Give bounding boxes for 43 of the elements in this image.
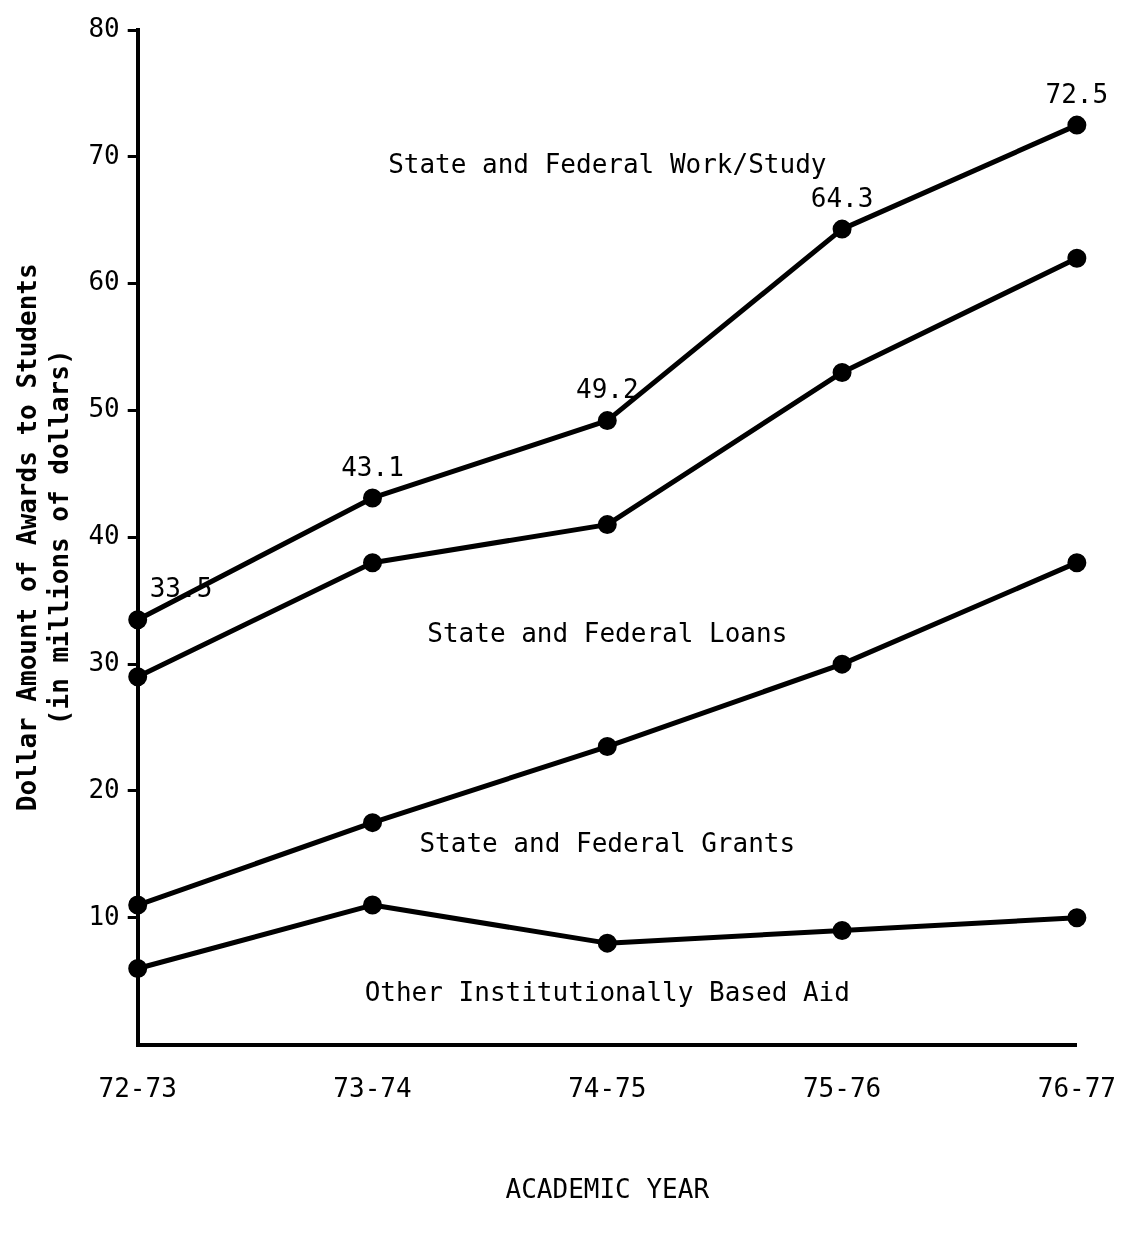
annotation: Other Institutionally Based Aid — [364, 976, 850, 1007]
point — [1067, 115, 1087, 135]
x-tick-label: 73-74 — [333, 1072, 412, 1103]
annotation: State and Federal Work/Study — [388, 149, 827, 180]
point — [1067, 908, 1087, 928]
point — [1067, 553, 1087, 573]
point — [832, 219, 852, 239]
point — [832, 920, 852, 940]
point — [363, 488, 382, 508]
point — [128, 667, 148, 687]
y-tick-label: 80 — [88, 12, 120, 43]
point — [128, 610, 148, 630]
y-tick-label: 50 — [88, 393, 120, 424]
point — [832, 362, 852, 382]
point — [597, 737, 617, 757]
point — [363, 553, 382, 573]
x-tick-label: 76-77 — [1037, 1072, 1117, 1103]
y-tick-label: 30 — [88, 646, 120, 677]
point — [832, 654, 852, 674]
point — [1067, 248, 1087, 268]
point — [597, 515, 617, 535]
point — [597, 933, 617, 953]
point — [597, 411, 617, 431]
y-tick-label: 40 — [88, 520, 120, 551]
point — [128, 959, 148, 979]
data-label: 64.3 — [810, 182, 874, 213]
point — [128, 895, 148, 915]
data-label: 49.2 — [575, 374, 639, 405]
x-tick-label: 75-76 — [802, 1072, 882, 1103]
x-tick-label: 72-73 — [98, 1072, 177, 1103]
y-tick-label: 60 — [88, 266, 120, 297]
x-axis-title: ACADEMIC YEAR — [505, 1174, 710, 1205]
data-label: 43.1 — [341, 451, 404, 482]
point — [363, 895, 382, 915]
data-label: 72.5 — [1045, 78, 1109, 109]
annotation: State and Federal Loans — [427, 618, 788, 649]
x-tick-label: 74-75 — [568, 1072, 647, 1103]
y-tick-label: 70 — [88, 139, 120, 170]
y-tick-label: 20 — [88, 773, 120, 804]
y-axis-title: Dollar Amount of Awards to Students (in millions of dollars) — [12, 263, 74, 812]
y-tick-label: 10 — [88, 900, 120, 931]
annotation: State and Federal Grants — [419, 827, 796, 858]
point — [363, 813, 382, 833]
